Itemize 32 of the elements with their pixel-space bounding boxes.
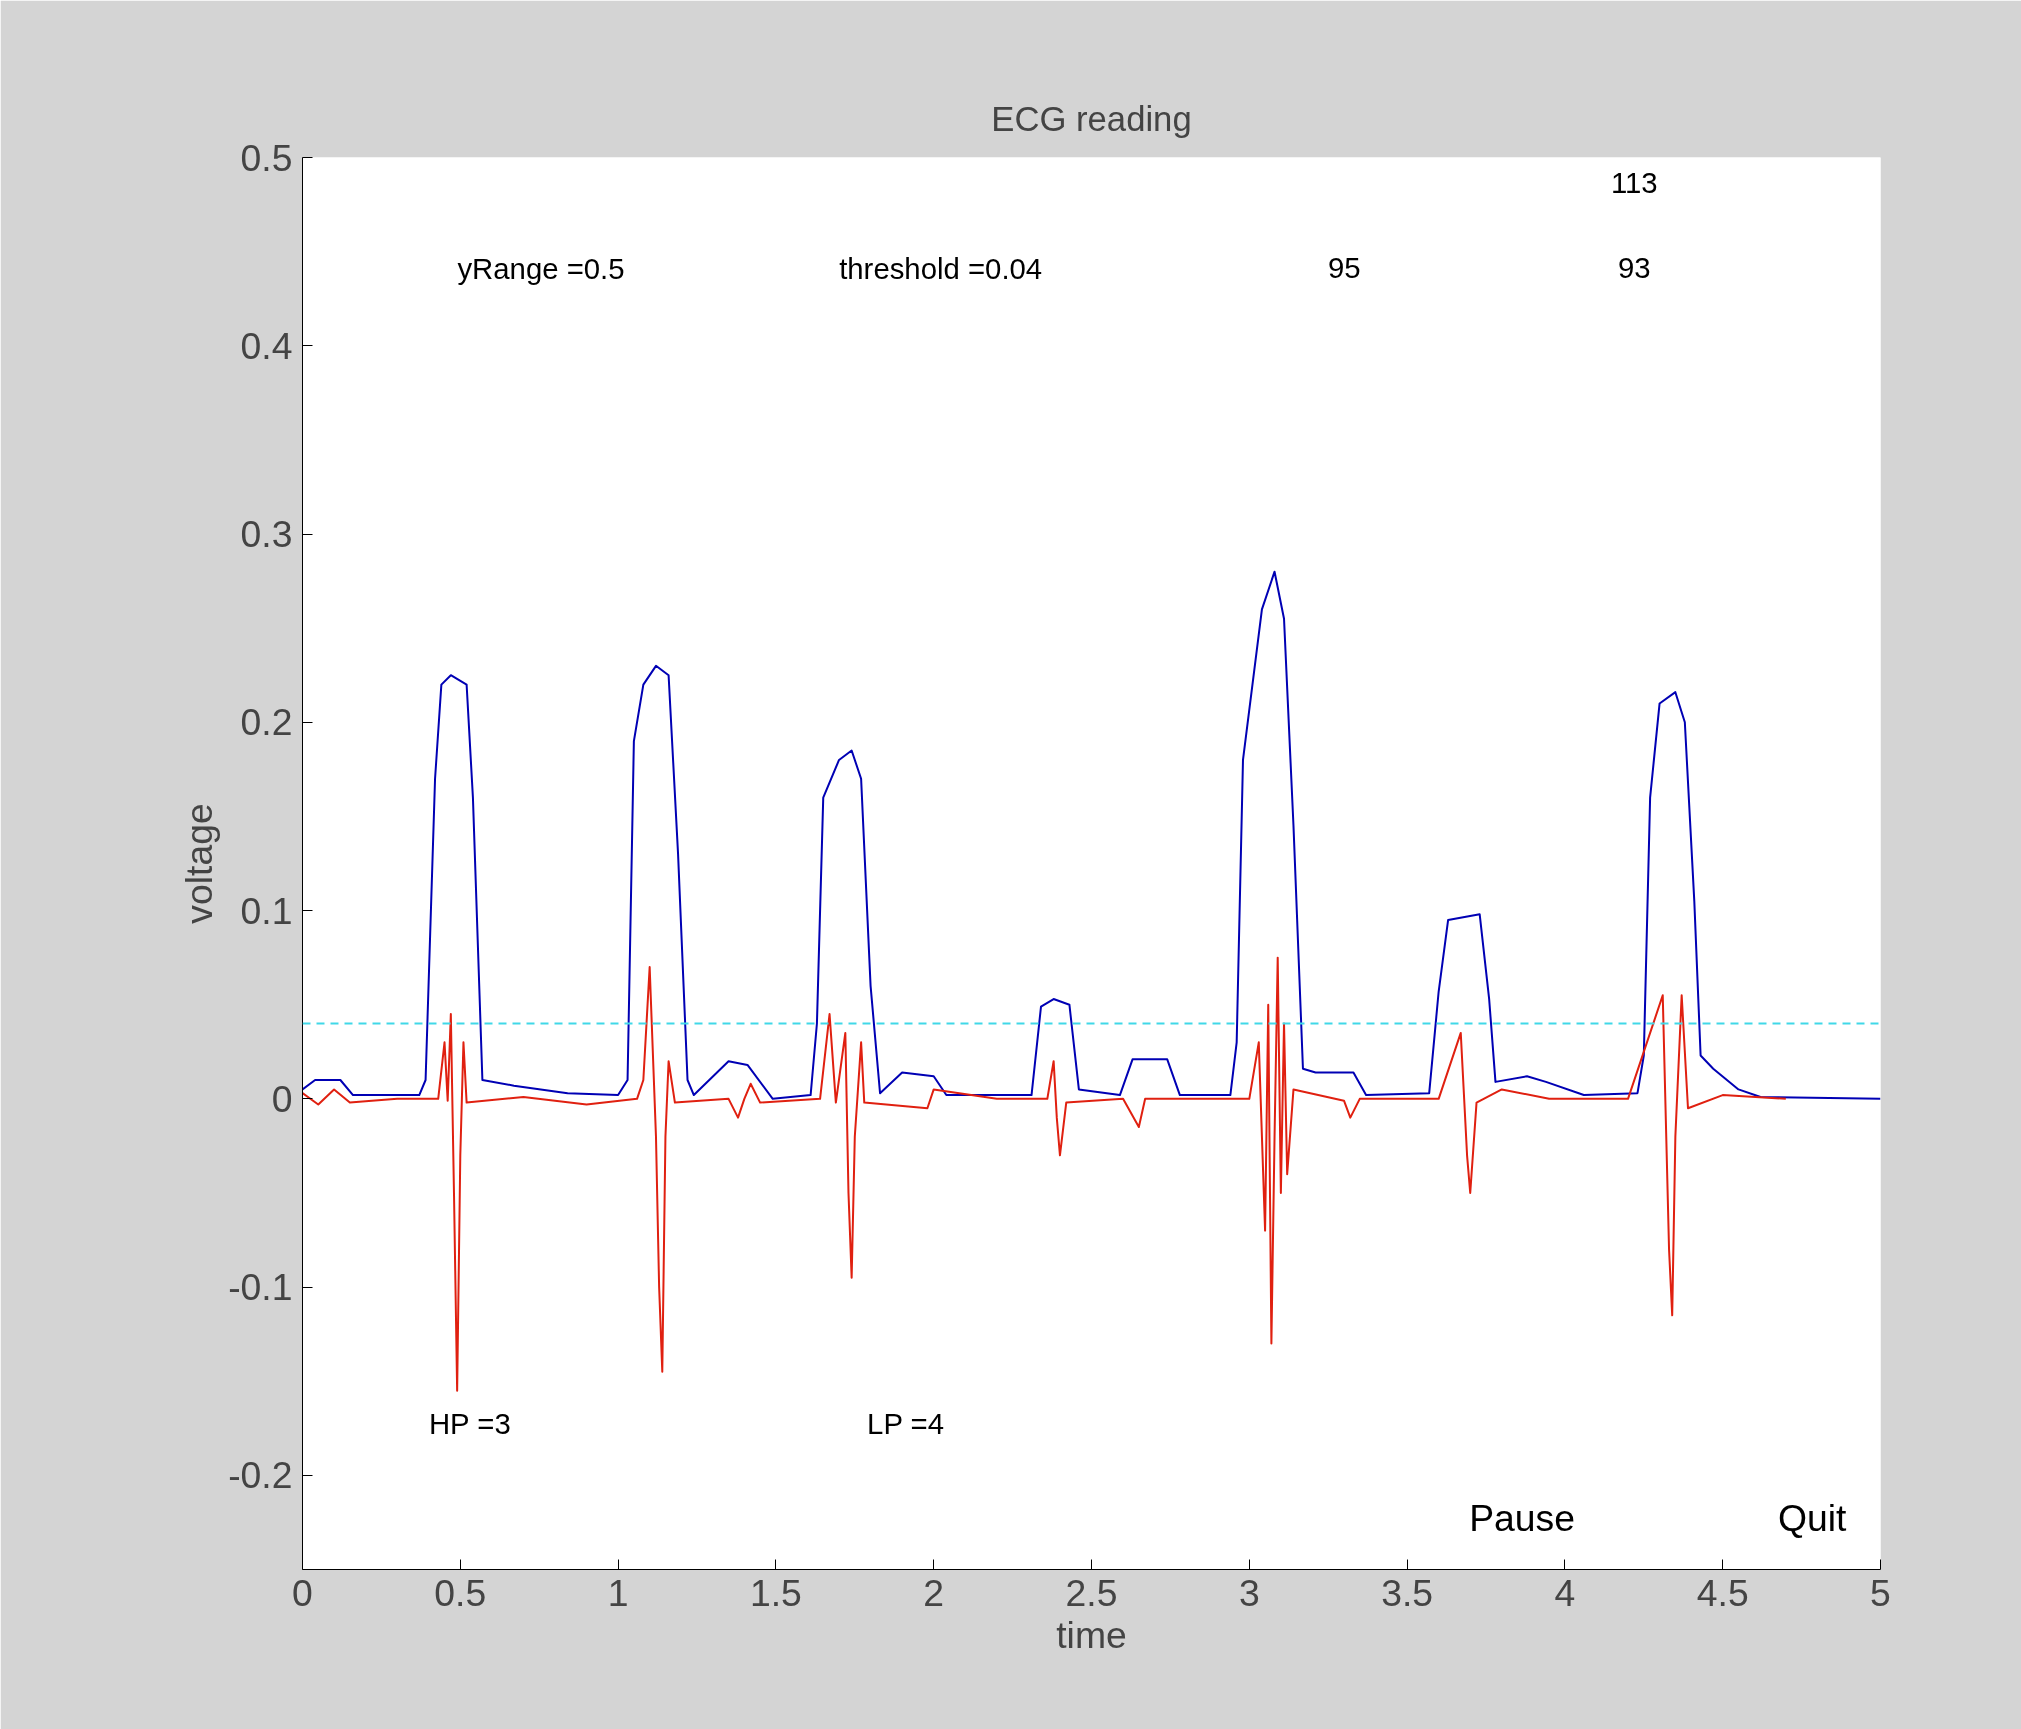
y-tick-label: 0.5 [240, 136, 293, 179]
x-tick-label: 3.5 [1381, 1571, 1434, 1614]
annotation: threshold =0.04 [839, 251, 1043, 285]
annotation: LP =4 [867, 1407, 945, 1441]
annotation: 95 [1327, 251, 1361, 285]
annotation: 113 [1610, 166, 1658, 200]
line-series [302, 956, 1787, 1392]
annotation: yRange =0.5 [457, 251, 625, 285]
annotation: 93 [1617, 251, 1651, 285]
y-tick-label: 0.3 [240, 513, 293, 556]
annotation: Pause [1469, 1496, 1576, 1539]
annotation: Quit [1777, 1496, 1848, 1539]
x-tick-label: 3 [1238, 1571, 1260, 1614]
x-axis-title: time [1056, 1613, 1127, 1656]
x-tick-label: 4.5 [1696, 1571, 1749, 1614]
x-tick-label: 4 [1554, 1571, 1576, 1614]
x-tick-label: 1 [607, 1571, 629, 1614]
chart-title: ECG reading [991, 99, 1192, 138]
y-tick-label: 0.2 [240, 701, 293, 744]
x-tick-label: 0.5 [434, 1571, 487, 1614]
y-tick-label: 0.1 [240, 889, 293, 932]
x-tick-label: 1.5 [749, 1571, 802, 1614]
line-series [302, 570, 1881, 1100]
x-tick-label: 5 [1870, 1571, 1891, 1614]
y-tick-label: -0.1 [228, 1266, 293, 1309]
y-tick-label: 0 [271, 1077, 293, 1120]
y-tick-label: -0.2 [228, 1454, 293, 1497]
x-tick-label: 2.5 [1065, 1571, 1118, 1614]
y-tick-label: 0.4 [240, 324, 293, 367]
annotation: HP =3 [428, 1407, 511, 1441]
x-tick-label: 2 [923, 1571, 945, 1614]
y-axis-title: voltage [178, 803, 221, 924]
